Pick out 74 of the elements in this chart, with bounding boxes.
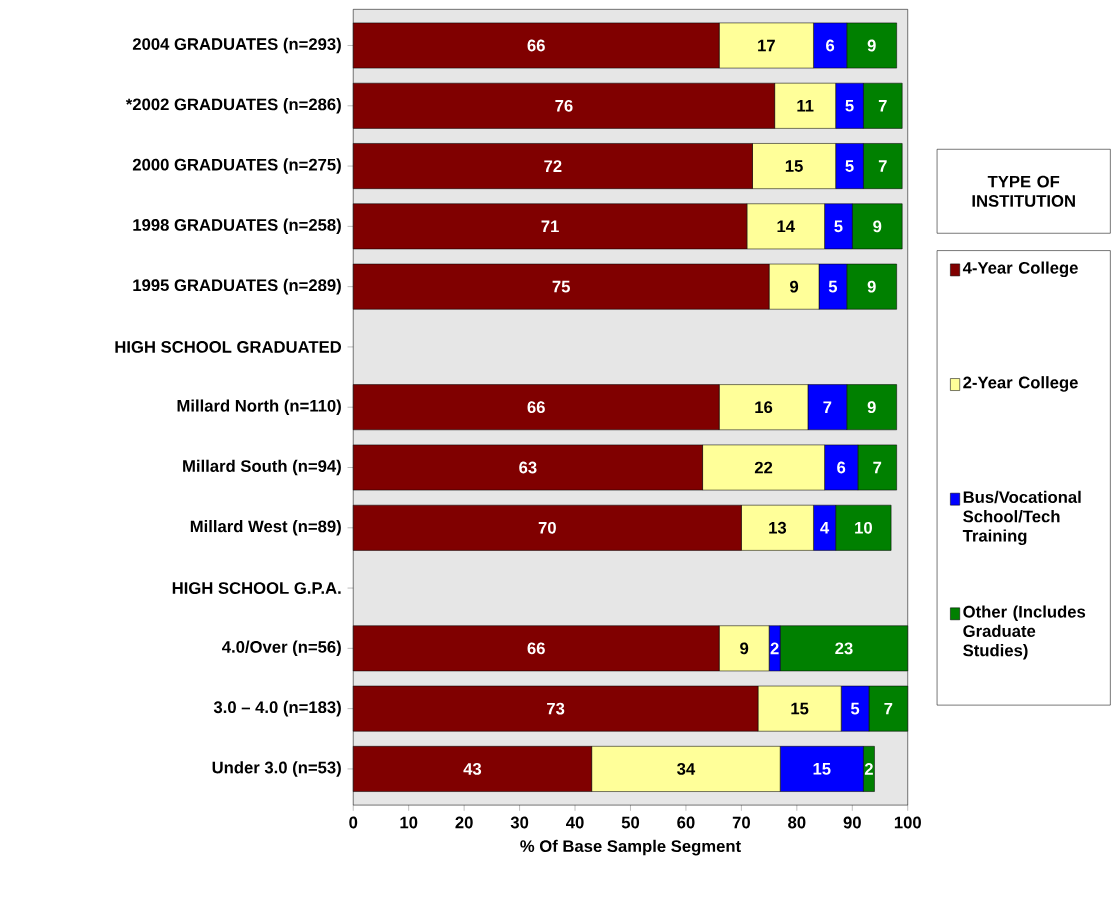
data-label: 13 — [769, 521, 787, 534]
data-label: 16 — [755, 401, 773, 413]
y-tick-label: HIGH SCHOOL G.P.A. — [172, 582, 341, 594]
legend-title: TYPE OF INSTITUTION — [972, 175, 1075, 207]
data-label: 9 — [867, 401, 876, 413]
y-tick-label: Millard South (n=94) — [183, 459, 341, 476]
data-label: 70 — [538, 521, 556, 534]
y-tick-label: Under 3.0 (n=53) — [212, 760, 341, 777]
data-label: 5 — [845, 99, 854, 112]
legend-label: Other (Includes Graduate Studies) — [963, 605, 1086, 660]
y-tick-label: Millard North (n=110) — [177, 399, 341, 415]
data-label: 43 — [463, 762, 482, 775]
data-label: 71 — [541, 220, 559, 232]
data-label: 23 — [835, 642, 853, 655]
y-tick-label: *2002 GRADUATES (n=286) — [125, 97, 341, 114]
data-label: 2 — [864, 762, 873, 775]
data-label: 7 — [884, 702, 893, 715]
y-tick-label: Millard West (n=89) — [190, 519, 341, 536]
data-label: 7 — [823, 401, 832, 413]
y-tick-label: 1998 GRADUATES (n=258) — [133, 218, 341, 234]
x-tick-label: 50 — [621, 816, 640, 829]
y-tick-label: 4.0/Over (n=56) — [222, 640, 341, 656]
data-label: 6 — [826, 39, 835, 52]
x-tick-label: 90 — [843, 816, 861, 829]
y-tick-label: 2004 GRADUATES (n=293) — [132, 37, 341, 54]
data-label: 15 — [813, 762, 831, 775]
legend-label: Bus/Vocational School/Tech Training — [962, 490, 1081, 545]
x-tick-label: 20 — [455, 816, 473, 829]
data-label: 14 — [777, 220, 795, 232]
data-label: 66 — [527, 642, 545, 655]
x-tick-label: 0 — [349, 816, 358, 829]
data-label: 9 — [873, 220, 882, 233]
x-tick-label: 40 — [566, 816, 584, 829]
data-label: 9 — [740, 642, 749, 655]
y-tick-label: 3.0 – 4.0 (n=183) — [213, 700, 341, 717]
x-tick-label: 30 — [510, 816, 529, 829]
data-label: 11 — [797, 99, 814, 112]
data-label: 9 — [867, 39, 876, 52]
data-label: 7 — [878, 99, 887, 112]
x-axis-title: % Of Base Sample Segment — [520, 839, 741, 856]
legend-label: 2-Year College — [963, 375, 1078, 392]
data-label: 2 — [770, 642, 779, 654]
data-label: 76 — [555, 99, 573, 112]
data-label: 4 — [820, 521, 830, 534]
data-label: 73 — [547, 702, 565, 715]
x-tick-label: 80 — [788, 816, 806, 829]
data-label: 10 — [855, 521, 872, 534]
data-label: 34 — [677, 762, 696, 775]
data-label: 75 — [552, 280, 570, 293]
data-label: 63 — [519, 461, 537, 474]
x-tick-label: 70 — [732, 816, 750, 829]
x-tick-label: 60 — [677, 816, 695, 829]
data-label: 72 — [544, 160, 562, 172]
x-tick-label: 10 — [400, 816, 418, 829]
data-label: 15 — [785, 160, 803, 172]
data-label: 6 — [837, 461, 846, 474]
data-label: 7 — [878, 160, 887, 172]
data-label: 66 — [527, 39, 545, 52]
y-tick-label: 1995 GRADUATES (n=289) — [133, 278, 341, 295]
y-tick-label: 2000 GRADUATES (n=275) — [132, 158, 341, 174]
data-label: 5 — [834, 220, 843, 232]
data-label: 17 — [758, 39, 775, 52]
data-label: 15 — [791, 702, 809, 715]
data-label: 9 — [790, 280, 799, 293]
data-label: 66 — [527, 401, 545, 413]
y-tick-label: HIGH SCHOOL GRADUATED — [115, 340, 342, 353]
x-tick-label: 100 — [894, 816, 921, 829]
data-label: 9 — [867, 280, 876, 293]
legend-label: 4-Year College — [962, 261, 1078, 277]
data-label: 22 — [754, 461, 773, 474]
data-label: 5 — [828, 280, 838, 293]
data-label: 7 — [873, 461, 882, 474]
data-label: 5 — [850, 702, 860, 715]
data-label: 5 — [845, 160, 854, 172]
